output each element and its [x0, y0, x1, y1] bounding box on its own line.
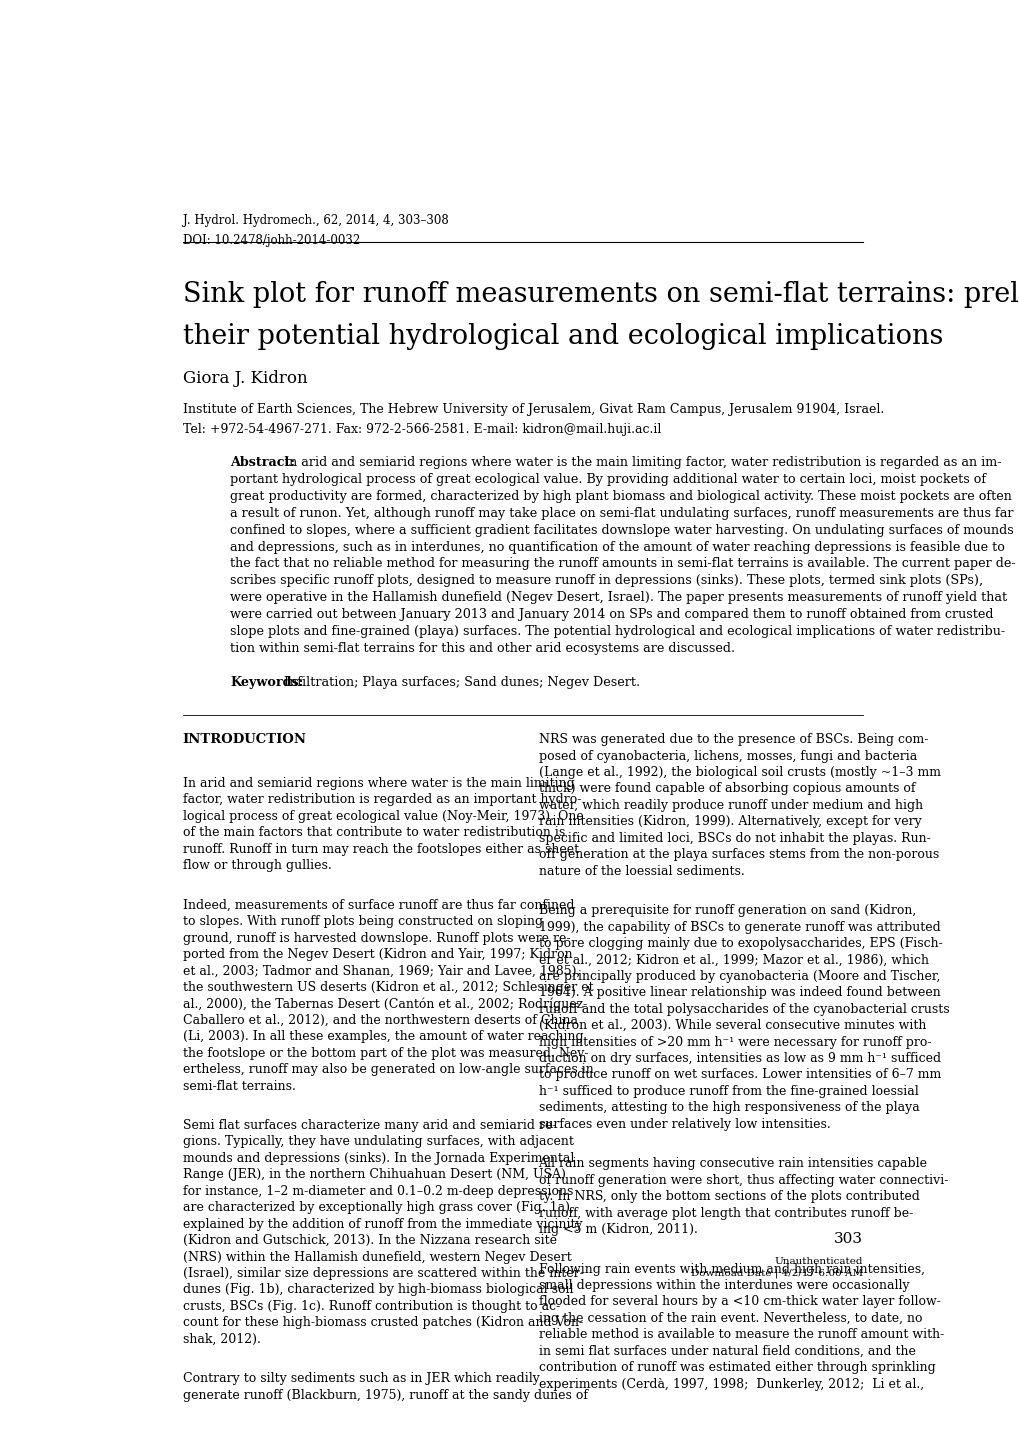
Text: generate runoff (Blackburn, 1975), runoff at the sandy dunes of: generate runoff (Blackburn, 1975), runof… — [182, 1389, 587, 1402]
Text: are characterized by exceptionally high grass cover (Fig. 1a),: are characterized by exceptionally high … — [182, 1201, 573, 1214]
Text: portant hydrological process of great ecological value. By providing additional : portant hydrological process of great ec… — [230, 473, 985, 486]
Text: Institute of Earth Sciences, The Hebrew University of Jerusalem, Givat Ram Campu: Institute of Earth Sciences, The Hebrew … — [182, 402, 883, 415]
Text: contribution of runoff was estimated either through sprinkling: contribution of runoff was estimated eit… — [538, 1361, 934, 1374]
Text: DOI: 10.2478/johh-2014-0032: DOI: 10.2478/johh-2014-0032 — [182, 234, 360, 247]
Text: Following rain events with medium and high rain intensities,: Following rain events with medium and hi… — [538, 1263, 923, 1276]
Text: Indeed, measurements of surface runoff are thus far confined: Indeed, measurements of surface runoff a… — [182, 898, 574, 911]
Text: surfaces even under relatively low intensities.: surfaces even under relatively low inten… — [538, 1118, 829, 1131]
Text: confined to slopes, where a sufficient gradient facilitates downslope water harv: confined to slopes, where a sufficient g… — [230, 523, 1013, 536]
Text: factor, water redistribution is regarded as an important hydro-: factor, water redistribution is regarded… — [182, 793, 581, 806]
Text: were operative in the Hallamish dunefield (Negev Desert, Israel). The paper pres: were operative in the Hallamish dunefiel… — [230, 591, 1007, 604]
Text: Abstract:: Abstract: — [230, 456, 294, 469]
Text: off generation at the playa surfaces stems from the non-porous: off generation at the playa surfaces ste… — [538, 848, 937, 861]
Text: were carried out between January 2013 and January 2014 on SPs and compared them : were carried out between January 2013 an… — [230, 609, 993, 622]
Text: NRS was generated due to the presence of BSCs. Being com-: NRS was generated due to the presence of… — [538, 733, 927, 746]
Text: logical process of great ecological value (Noy-Meir, 1973). One: logical process of great ecological valu… — [182, 810, 583, 823]
Text: gions. Typically, they have undulating surfaces, with adjacent: gions. Typically, they have undulating s… — [182, 1135, 573, 1148]
Text: (NRS) within the Hallamish dunefield, western Negev Desert: (NRS) within the Hallamish dunefield, we… — [182, 1250, 571, 1263]
Text: ing the cessation of the rain event. Nevertheless, to date, no: ing the cessation of the rain event. Nev… — [538, 1312, 921, 1325]
Text: are principally produced by cyanobacteria (Moore and Tischer,: are principally produced by cyanobacteri… — [538, 970, 940, 983]
Text: In arid and semiarid regions where water is the main limiting: In arid and semiarid regions where water… — [182, 777, 574, 790]
Text: rain intensities (Kidron, 1999). Alternatively, except for very: rain intensities (Kidron, 1999). Alterna… — [538, 815, 920, 828]
Text: (Li, 2003). In all these examples, the amount of water reaching: (Li, 2003). In all these examples, the a… — [182, 1030, 583, 1043]
Text: the fact that no reliable method for measuring the runoff amounts in semi-flat t: the fact that no reliable method for mea… — [230, 558, 1015, 571]
Text: in semi flat surfaces under natural field conditions, and the: in semi flat surfaces under natural fiel… — [538, 1345, 914, 1358]
Text: of runoff generation were short, thus affecting water connectivi-: of runoff generation were short, thus af… — [538, 1174, 947, 1187]
Text: their potential hydrological and ecological implications: their potential hydrological and ecologi… — [182, 323, 943, 350]
Text: Caballero et al., 2012), and the northwestern deserts of China: Caballero et al., 2012), and the northwe… — [182, 1014, 578, 1027]
Text: Download Date | 4/2/17 6:00 AM: Download Date | 4/2/17 6:00 AM — [690, 1269, 862, 1279]
Text: to pore clogging mainly due to exopolysaccharides, EPS (Fisch-: to pore clogging mainly due to exopolysa… — [538, 937, 942, 950]
Text: great productivity are formed, characterized by high plant biomass and biologica: great productivity are formed, character… — [230, 490, 1011, 503]
Text: to produce runoff on wet surfaces. Lower intensities of 6–7 mm: to produce runoff on wet surfaces. Lower… — [538, 1069, 940, 1082]
Text: for instance, 1–2 m-diameter and 0.1–0.2 m-deep depressions: for instance, 1–2 m-diameter and 0.1–0.2… — [182, 1185, 573, 1198]
Text: runoff and the total polysaccharides of the cyanobacterial crusts: runoff and the total polysaccharides of … — [538, 1002, 949, 1015]
Text: ported from the Negev Desert (Kidron and Yair, 1997; Kidron: ported from the Negev Desert (Kidron and… — [182, 947, 572, 960]
Text: et al., 2003; Tadmor and Shanan, 1969; Yair and Lavee, 1985),: et al., 2003; Tadmor and Shanan, 1969; Y… — [182, 965, 580, 978]
Text: semi-flat terrains.: semi-flat terrains. — [182, 1080, 296, 1093]
Text: slope plots and fine-grained (playa) surfaces. The potential hydrological and ec: slope plots and fine-grained (playa) sur… — [230, 624, 1005, 637]
Text: al., 2000), the Tabernas Desert (Cantón et al., 2002; Rodríguez-: al., 2000), the Tabernas Desert (Cantón … — [182, 998, 587, 1011]
Text: the footslope or the bottom part of the plot was measured. Nev-: the footslope or the bottom part of the … — [182, 1047, 588, 1060]
Text: small depressions within the interdunes were occasionally: small depressions within the interdunes … — [538, 1279, 908, 1292]
Text: (Kidron and Gutschick, 2013). In the Nizzana research site: (Kidron and Gutschick, 2013). In the Niz… — [182, 1234, 556, 1247]
Text: thick) were found capable of absorbing copious amounts of: thick) were found capable of absorbing c… — [538, 783, 914, 796]
Text: Range (JER), in the northern Chihuahuan Desert (NM, USA): Range (JER), in the northern Chihuahuan … — [182, 1168, 566, 1181]
Text: All rain segments having consecutive rain intensities capable: All rain segments having consecutive rai… — [538, 1158, 926, 1171]
Text: ing <5 m (Kidron, 2011).: ing <5 m (Kidron, 2011). — [538, 1223, 697, 1236]
Text: INTRODUCTION: INTRODUCTION — [182, 733, 307, 746]
Text: dunes (Fig. 1b), characterized by high-biomass biological soil: dunes (Fig. 1b), characterized by high-b… — [182, 1283, 573, 1296]
Text: mounds and depressions (sinks). In the Jornada Experimental: mounds and depressions (sinks). In the J… — [182, 1152, 574, 1165]
Text: ty. In NRS, only the bottom sections of the plots contributed: ty. In NRS, only the bottom sections of … — [538, 1190, 918, 1203]
Text: a result of runon. Yet, although runoff may take place on semi-flat undulating s: a result of runon. Yet, although runoff … — [230, 506, 1013, 519]
Text: J. Hydrol. Hydromech., 62, 2014, 4, 303–308: J. Hydrol. Hydromech., 62, 2014, 4, 303–… — [182, 213, 448, 228]
Text: Keywords:: Keywords: — [230, 676, 304, 689]
Text: duction on dry surfaces, intensities as low as 9 mm h⁻¹ sufficed: duction on dry surfaces, intensities as … — [538, 1053, 940, 1066]
Text: 1964). A positive linear relationship was indeed found between: 1964). A positive linear relationship wa… — [538, 986, 940, 999]
Text: shak, 2012).: shak, 2012). — [182, 1332, 261, 1345]
Text: (Israel), similar size depressions are scattered within the inter-: (Israel), similar size depressions are s… — [182, 1268, 583, 1280]
Text: Contrary to silty sediments such as in JER which readily: Contrary to silty sediments such as in J… — [182, 1373, 539, 1386]
Text: tion within semi-flat terrains for this and other arid ecosystems are discussed.: tion within semi-flat terrains for this … — [230, 642, 735, 655]
Text: high intensities of >20 mm h⁻¹ were necessary for runoff pro-: high intensities of >20 mm h⁻¹ were nece… — [538, 1035, 930, 1048]
Text: h⁻¹ sufficed to produce runoff from the fine-grained loessial: h⁻¹ sufficed to produce runoff from the … — [538, 1084, 917, 1097]
Text: In arid and semiarid regions where water is the main limiting factor, water redi: In arid and semiarid regions where water… — [280, 456, 1001, 469]
Text: scribes specific runoff plots, designed to measure runoff in depressions (sinks): scribes specific runoff plots, designed … — [230, 574, 982, 587]
Text: posed of cyanobacteria, lichens, mosses, fungi and bacteria: posed of cyanobacteria, lichens, mosses,… — [538, 750, 916, 763]
Text: experiments (Cerdà, 1997, 1998;  Dunkerley, 2012;  Li et al.,: experiments (Cerdà, 1997, 1998; Dunkerle… — [538, 1377, 923, 1390]
Text: ertheless, runoff may also be generated on low-angle surfaces in: ertheless, runoff may also be generated … — [182, 1063, 593, 1076]
Text: Giora J. Kidron: Giora J. Kidron — [182, 369, 307, 386]
Text: Unauthenticated: Unauthenticated — [773, 1257, 862, 1266]
Text: (Lange et al., 1992), the biological soil crusts (mostly ~1–3 mm: (Lange et al., 1992), the biological soi… — [538, 766, 940, 779]
Text: sediments, attesting to the high responsiveness of the playa: sediments, attesting to the high respons… — [538, 1102, 918, 1115]
Text: Infiltration; Playa surfaces; Sand dunes; Negev Desert.: Infiltration; Playa surfaces; Sand dunes… — [280, 676, 640, 689]
Text: the southwestern US deserts (Kidron et al., 2012; Schlesinger et: the southwestern US deserts (Kidron et a… — [182, 981, 593, 994]
Text: er et al., 2012; Kidron et al., 1999; Mazor et al., 1986), which: er et al., 2012; Kidron et al., 1999; Ma… — [538, 953, 927, 966]
Text: runoff. Runoff in turn may reach the footslopes either as sheet: runoff. Runoff in turn may reach the foo… — [182, 842, 579, 855]
Text: explained by the addition of runoff from the immediate vicinity: explained by the addition of runoff from… — [182, 1217, 582, 1230]
Text: water, which readily produce runoff under medium and high: water, which readily produce runoff unde… — [538, 799, 922, 812]
Text: (Kidron et al., 2003). While several consecutive minutes with: (Kidron et al., 2003). While several con… — [538, 1019, 925, 1032]
Text: specific and limited loci, BSCs do not inhabit the playas. Run-: specific and limited loci, BSCs do not i… — [538, 832, 929, 845]
Text: count for these high-biomass crusted patches (Kidron and Von-: count for these high-biomass crusted pat… — [182, 1317, 583, 1330]
Text: nature of the loessial sediments.: nature of the loessial sediments. — [538, 865, 744, 878]
Text: 303: 303 — [833, 1231, 862, 1246]
Text: reliable method is available to measure the runoff amount with-: reliable method is available to measure … — [538, 1328, 943, 1341]
Text: flooded for several hours by a <10 cm-thick water layer follow-: flooded for several hours by a <10 cm-th… — [538, 1295, 940, 1308]
Text: Tel: +972-54-4967-271. Fax: 972-2-566-2581. E-mail: kidron@mail.huji.ac.il: Tel: +972-54-4967-271. Fax: 972-2-566-25… — [182, 423, 660, 435]
Text: flow or through gullies.: flow or through gullies. — [182, 859, 331, 872]
Text: crusts, BSCs (Fig. 1c). Runoff contribution is thought to ac-: crusts, BSCs (Fig. 1c). Runoff contribut… — [182, 1299, 559, 1312]
Text: Being a prerequisite for runoff generation on sand (Kidron,: Being a prerequisite for runoff generati… — [538, 904, 915, 917]
Text: Semi flat surfaces characterize many arid and semiarid re-: Semi flat surfaces characterize many ari… — [182, 1119, 555, 1132]
Text: to slopes. With runoff plots being constructed on sloping: to slopes. With runoff plots being const… — [182, 916, 542, 929]
Text: of the main factors that contribute to water redistribution is: of the main factors that contribute to w… — [182, 826, 565, 839]
Text: Sink plot for runoff measurements on semi-flat terrains: preliminary data and: Sink plot for runoff measurements on sem… — [182, 281, 1019, 307]
Text: 1999), the capability of BSCs to generate runoff was attributed: 1999), the capability of BSCs to generat… — [538, 920, 940, 933]
Text: runoff, with average plot length that contributes runoff be-: runoff, with average plot length that co… — [538, 1207, 912, 1220]
Text: and depressions, such as in interdunes, no quantification of the amount of water: and depressions, such as in interdunes, … — [230, 541, 1004, 554]
Text: ground, runoff is harvested downslope. Runoff plots were re-: ground, runoff is harvested downslope. R… — [182, 932, 570, 945]
